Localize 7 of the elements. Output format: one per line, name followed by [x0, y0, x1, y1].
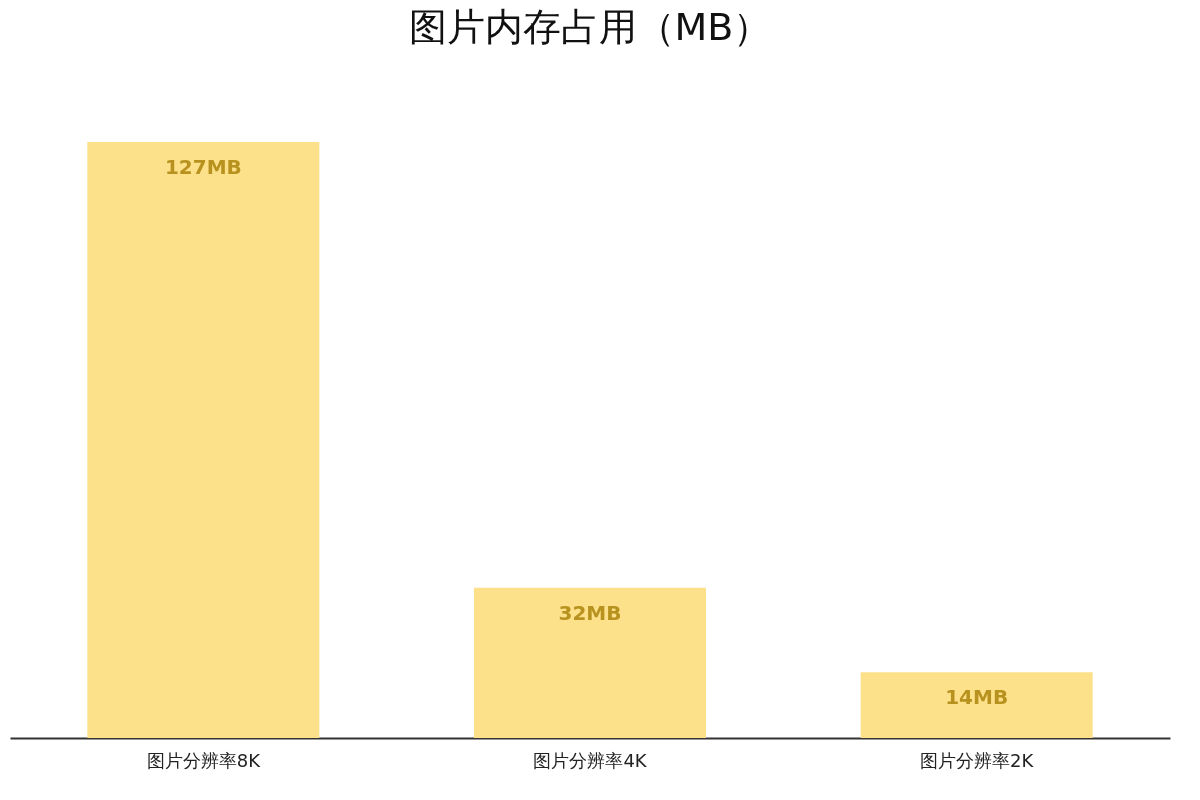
x-tick-label: 图片分辨率2K: [920, 749, 1035, 771]
chart-title: 图片内存占用（MB）: [408, 5, 772, 49]
data-label: 127MB: [164, 155, 242, 180]
data-label: 32MB: [558, 600, 622, 625]
x-tick-label: 图片分辨率8K: [146, 749, 262, 771]
x-tick-label: 图片分辨率4K: [533, 749, 648, 771]
data-label: 14MB: [945, 685, 1009, 710]
